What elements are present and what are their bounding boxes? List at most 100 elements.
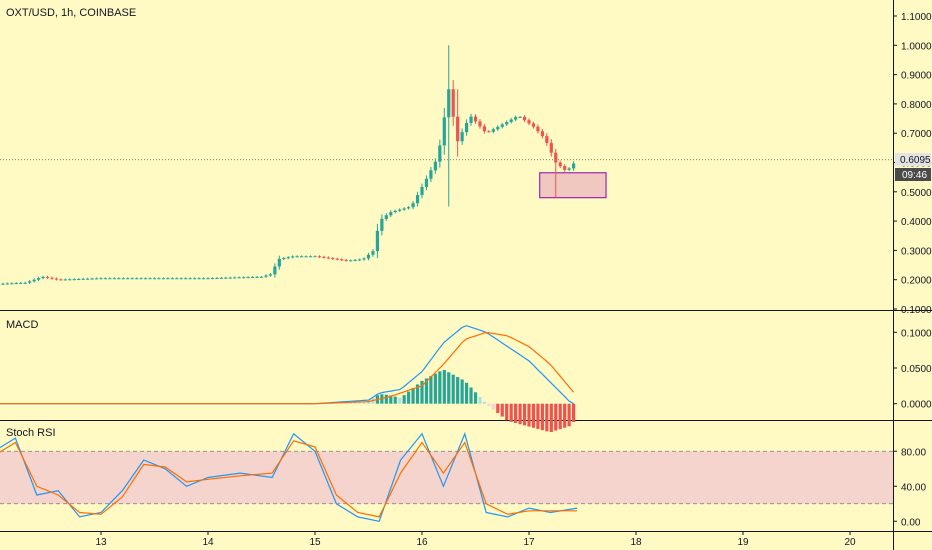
candle-body [536, 126, 540, 132]
macd-histogram-bar [415, 384, 420, 404]
candle-body [219, 277, 223, 279]
time-tick-label: 19 [737, 537, 749, 548]
macd-histogram-bar [429, 376, 433, 404]
macd-histogram-bar [460, 379, 464, 404]
candle-body [518, 116, 522, 118]
candle-body [558, 162, 562, 167]
candle-body [45, 276, 50, 278]
candle-body [228, 277, 232, 279]
candle-body [139, 278, 143, 280]
macd-histogram-bar [522, 403, 527, 426]
macd-histogram-bar [366, 401, 371, 404]
macd-histogram-bar [353, 402, 357, 404]
candle-body [326, 257, 330, 259]
support-zone-layer [0, 159, 893, 199]
candle-body [277, 258, 281, 267]
macd-histogram-bar [424, 378, 429, 404]
candle-body [273, 266, 277, 275]
macd-histogram-bar [531, 403, 536, 428]
candle-body [215, 277, 219, 279]
candle-body [63, 279, 67, 281]
macd-histogram-bar [384, 394, 388, 404]
last-price-box [895, 153, 931, 166]
candle-body [438, 145, 442, 162]
macd-histogram-bar [482, 401, 487, 404]
macd-histogram-bar [451, 374, 455, 404]
candle-body [304, 256, 308, 258]
candle-body [210, 278, 215, 280]
macd-histogram-bar [393, 396, 397, 404]
macd-histogram-bar [464, 382, 469, 404]
candle-body [473, 116, 478, 122]
candle-body [282, 258, 286, 260]
price-tick-label: 0.5000 [901, 188, 932, 199]
macd-histogram-bar [540, 403, 544, 431]
macd-histogram-bar [545, 403, 549, 432]
macd-histogram-bar [447, 372, 451, 404]
countdown-label: 09:46 [902, 170, 927, 181]
candle-body [36, 278, 41, 280]
macd-histogram-bar [527, 403, 531, 427]
macd-histogram-bar [456, 377, 460, 404]
candle-body [68, 279, 72, 281]
candle-body [99, 278, 103, 280]
price-tick-label: 0.2000 [901, 276, 932, 287]
candle-body [237, 277, 241, 279]
candle-body [250, 277, 255, 279]
candle-body [464, 122, 469, 133]
candle-body [50, 277, 54, 279]
candle-body [72, 279, 76, 281]
candle-body [496, 126, 500, 130]
macd-tick-label: 0.1000 [901, 328, 932, 339]
stoch-d-line [0, 440, 578, 518]
candle-body [567, 168, 571, 170]
macd-title: MACD [6, 319, 38, 331]
time-tick-label: 13 [95, 537, 107, 548]
macd-tick-label: 0.0000 [901, 400, 932, 411]
candle-body [478, 121, 482, 127]
macd-histogram-bar [442, 369, 446, 404]
candle-body [255, 276, 259, 278]
macd-histogram-bar [487, 403, 491, 406]
candle-body [54, 278, 59, 280]
macd-histogram-bar [362, 401, 366, 404]
candle-body [77, 278, 81, 280]
macd-histogram-bar [518, 403, 522, 425]
candle-body [1, 283, 5, 285]
candle-body [166, 278, 170, 280]
macd-histogram-bar [478, 397, 482, 404]
candle-body [233, 277, 237, 279]
candle-body [184, 278, 188, 280]
last-price-marker[interactable]: 0.6095 09:46 [895, 153, 931, 181]
candle-body [14, 283, 18, 285]
candle-body [313, 256, 317, 258]
macd-histogram-bar [349, 402, 353, 404]
candle-body [246, 277, 250, 279]
macd-histogram-bar [514, 403, 518, 423]
candle-body [130, 278, 134, 280]
price-tick-label: 0.4000 [901, 217, 932, 228]
candle-body [362, 258, 366, 260]
candle-body [112, 278, 116, 280]
signal-line [0, 332, 575, 405]
candle-body [353, 259, 357, 261]
stoch-k-line [0, 431, 578, 522]
macd-histogram-bar [438, 371, 442, 404]
macd-histogram-bar [567, 403, 571, 427]
macd-histogram-bar [420, 380, 424, 404]
macd-histogram-bar [402, 395, 406, 404]
candle-body [398, 209, 402, 211]
price-tick-label: 1.1000 [901, 12, 932, 23]
candle-body [375, 230, 380, 252]
macd-histogram-bar [357, 401, 362, 404]
candle-body [531, 123, 536, 127]
macd-histogram-bar [407, 391, 411, 404]
rsi-tick-label: 80.00 [901, 447, 926, 458]
candle-body [549, 142, 553, 153]
candle-body [402, 208, 406, 210]
candle-body [420, 186, 424, 196]
macd-histogram-bar [473, 392, 478, 404]
candle-body [170, 278, 174, 280]
macd-histogram-bar [469, 387, 473, 404]
